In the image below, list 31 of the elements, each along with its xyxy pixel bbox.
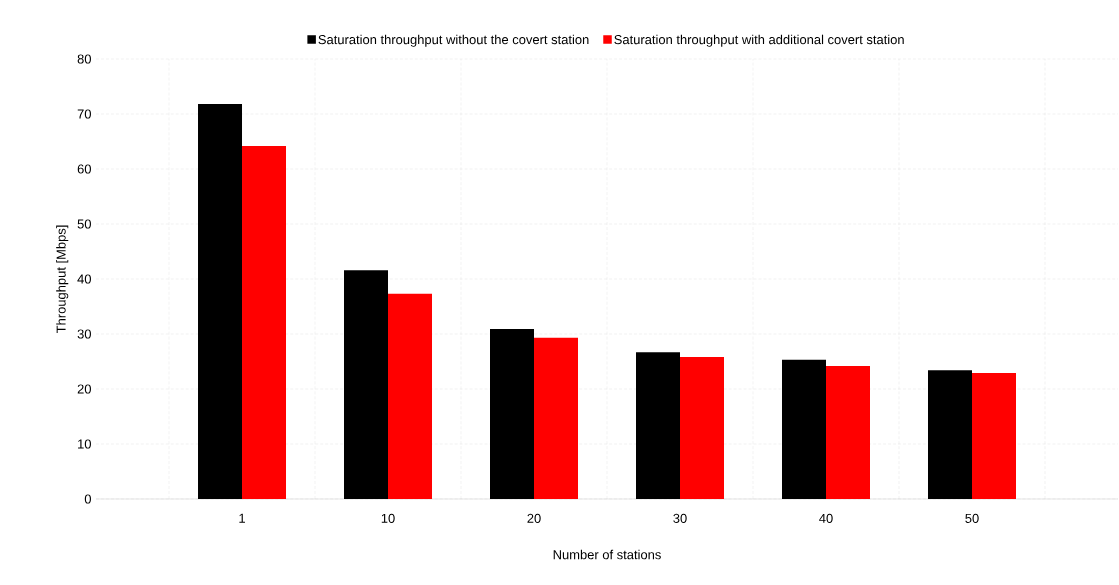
bar bbox=[242, 145, 287, 499]
y-tick-label: 60 bbox=[77, 164, 91, 174]
bar bbox=[972, 373, 1016, 499]
bar bbox=[344, 270, 389, 499]
x-tick-label: 10 bbox=[381, 513, 395, 523]
legend-label: Saturation throughput without the covert station bbox=[318, 34, 589, 47]
y-tick-label: 70 bbox=[77, 109, 91, 119]
x-tick-label: 30 bbox=[673, 513, 687, 523]
bar bbox=[198, 104, 243, 499]
x-axis-title: Number of stations bbox=[553, 549, 661, 560]
y-axis-title: Throughput [Mbps] bbox=[56, 225, 69, 334]
y-tick-label: 0 bbox=[84, 494, 91, 504]
y-tick-label: 80 bbox=[77, 54, 91, 64]
y-tick-label: 50 bbox=[77, 219, 91, 229]
y-tick-label: 30 bbox=[77, 329, 91, 339]
x-tick-label: 50 bbox=[965, 513, 979, 523]
bar bbox=[680, 357, 724, 499]
bar bbox=[928, 370, 972, 499]
x-tick-label: 20 bbox=[527, 513, 541, 523]
bar bbox=[782, 359, 826, 499]
legend-label: Saturation throughput with additional covert station bbox=[614, 34, 904, 47]
bar bbox=[636, 352, 680, 499]
y-tick-label: 10 bbox=[78, 439, 91, 449]
bar bbox=[490, 329, 535, 499]
x-tick-label: 40 bbox=[819, 513, 833, 523]
bar bbox=[388, 293, 433, 499]
y-tick-label: 20 bbox=[77, 384, 91, 394]
bar bbox=[534, 337, 578, 499]
x-tick-label: 1 bbox=[239, 513, 245, 523]
bar bbox=[826, 365, 870, 499]
y-tick-label: 40 bbox=[77, 274, 91, 284]
